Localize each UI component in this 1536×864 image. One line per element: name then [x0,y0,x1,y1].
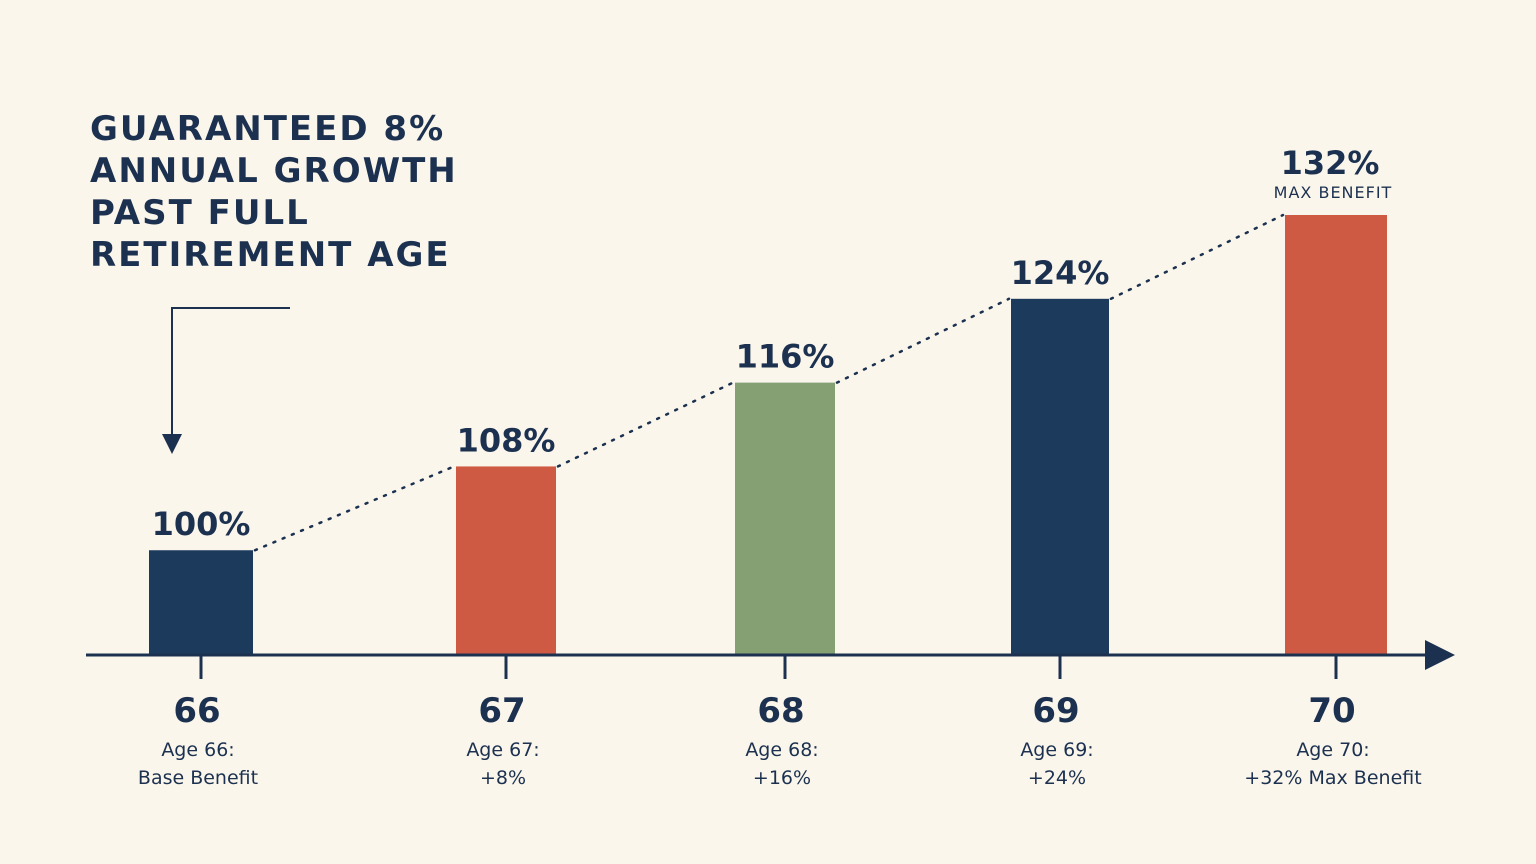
headline-line: PAST FULL [90,193,310,233]
headline: GUARANTEED 8% ANNUAL GROWTH PAST FULL RE… [90,108,458,276]
data-label: 132% [1281,144,1380,182]
bar-description-line: Age 67: [466,739,539,761]
labels-group: 100% 66 Age 66: Base Benefit 108% 67 Age 67: +8… [138,144,1422,789]
headline-line: RETIREMENT AGE [90,235,451,275]
headline-line: ANNUAL GROWTH [90,151,458,191]
bar-description-line: +8% [480,767,526,789]
trend-line-segment [253,465,456,552]
bar-description-line: +24% [1028,767,1086,789]
bar-description-line: +32% Max Benefit [1244,767,1421,789]
data-label: 116% [736,338,835,376]
bar-description-line: Age 66: [161,739,234,761]
bar-69 [1011,298,1109,655]
bar-description-line: Base Benefit [138,767,258,789]
bar-68 [735,382,835,655]
trend-line-segment [556,381,735,468]
bar-66 [149,550,253,655]
bar-description-line: Age 69: [1020,739,1093,761]
bar-description-line: Age 68: [745,739,818,761]
callout-arrow [162,307,290,454]
x-tick-label: 68 [757,691,804,731]
x-tick-label: 69 [1032,691,1079,731]
headline-line: GUARANTEED 8% [90,109,446,149]
trend-line-segment [835,297,1011,384]
bars-group [149,215,1387,655]
data-label: 124% [1011,254,1110,292]
bar-description-line: Age 70: [1296,739,1369,761]
max-benefit-label: MAX BENEFIT [1274,183,1393,202]
bar-description-line: +16% [753,767,811,789]
bar-70 [1285,215,1387,655]
x-tick-label: 67 [478,691,525,731]
trend-line-segment [1109,213,1285,301]
x-tick-label: 70 [1308,691,1355,731]
data-label: 100% [152,505,251,543]
x-tick-label: 66 [173,691,220,731]
data-label: 108% [457,421,556,459]
bar-67 [456,466,556,655]
